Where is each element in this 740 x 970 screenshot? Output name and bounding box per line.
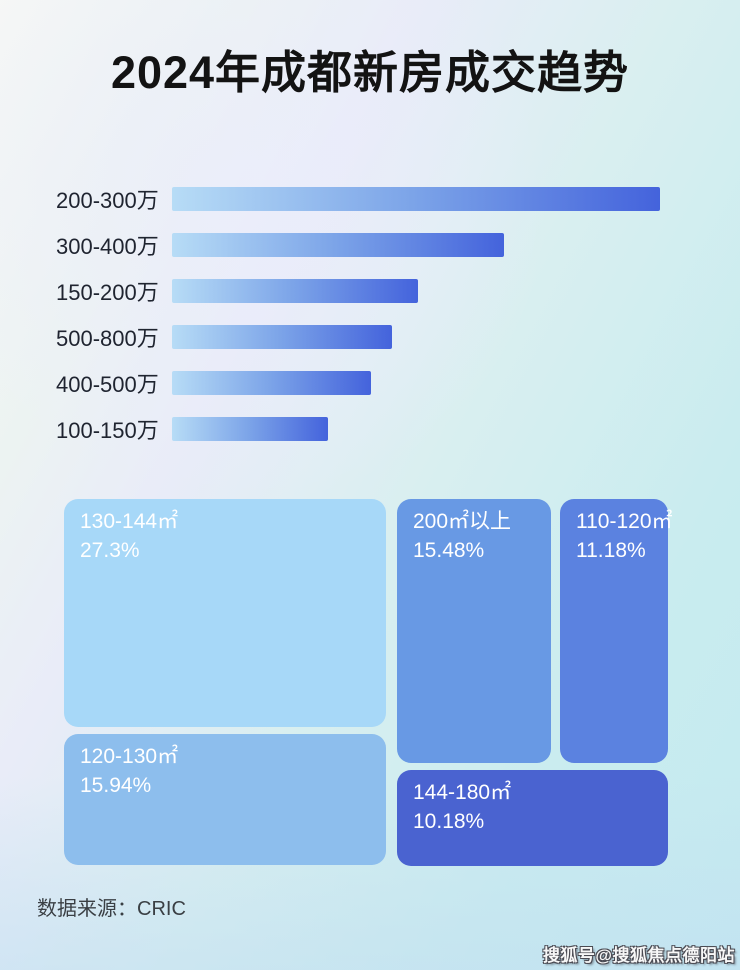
bar-row: 200-300万: [0, 187, 740, 213]
bar-category-label: 300-400万: [56, 234, 159, 259]
treemap-block-percent: 15.48%: [413, 539, 485, 562]
bar-row: 400-500万: [0, 371, 740, 397]
price-bar-chart: 200-300万 300-400万 150-200万 500-800万 400-…: [0, 187, 740, 463]
page-title: 2024年成都新房成交趋势: [110, 47, 630, 98]
treemap-block-label: 120-130㎡: [80, 745, 179, 768]
price-bar: [172, 371, 371, 395]
treemap-block-label: 200㎡以上: [413, 510, 512, 533]
bar-category-label: 150-200万: [56, 280, 159, 305]
treemap-block-label: 144-180㎡: [413, 781, 512, 804]
treemap-block-percent: 11.18%: [576, 539, 646, 562]
treemap-block-130-144: 130-144㎡ 27.3%: [64, 499, 386, 727]
data-source: 数据来源：CRIC: [37, 898, 186, 920]
price-bar: [172, 417, 328, 441]
watermark: 搜狐号@搜狐焦点德阳站: [542, 946, 735, 965]
treemap-block-200-plus: 200㎡以上 15.48%: [397, 499, 551, 763]
bar-row: 100-150万: [0, 417, 740, 443]
bar-row: 150-200万: [0, 279, 740, 305]
price-bar: [172, 279, 418, 303]
treemap-block-label: 130-144㎡: [80, 510, 179, 533]
bar-category-label: 400-500万: [56, 372, 159, 397]
treemap-block-percent: 27.3%: [80, 539, 140, 562]
bar-row: 500-800万: [0, 325, 740, 351]
treemap-block-144-180: 144-180㎡ 10.18%: [397, 770, 668, 866]
price-bar: [172, 325, 392, 349]
bar-row: 300-400万: [0, 233, 740, 259]
bar-category-label: 200-300万: [56, 188, 159, 213]
price-bar: [172, 187, 660, 211]
treemap-block-percent: 15.94%: [80, 774, 152, 797]
treemap-block-120-130: 120-130㎡ 15.94%: [64, 734, 386, 865]
treemap-block-percent: 10.18%: [413, 810, 485, 833]
bar-category-label: 100-150万: [56, 418, 159, 443]
price-bar: [172, 233, 504, 257]
treemap-block-110-120: 110-120㎡ 11.18%: [560, 499, 673, 763]
treemap-block-label: 110-120㎡: [576, 510, 673, 533]
bar-category-label: 500-800万: [56, 326, 159, 351]
